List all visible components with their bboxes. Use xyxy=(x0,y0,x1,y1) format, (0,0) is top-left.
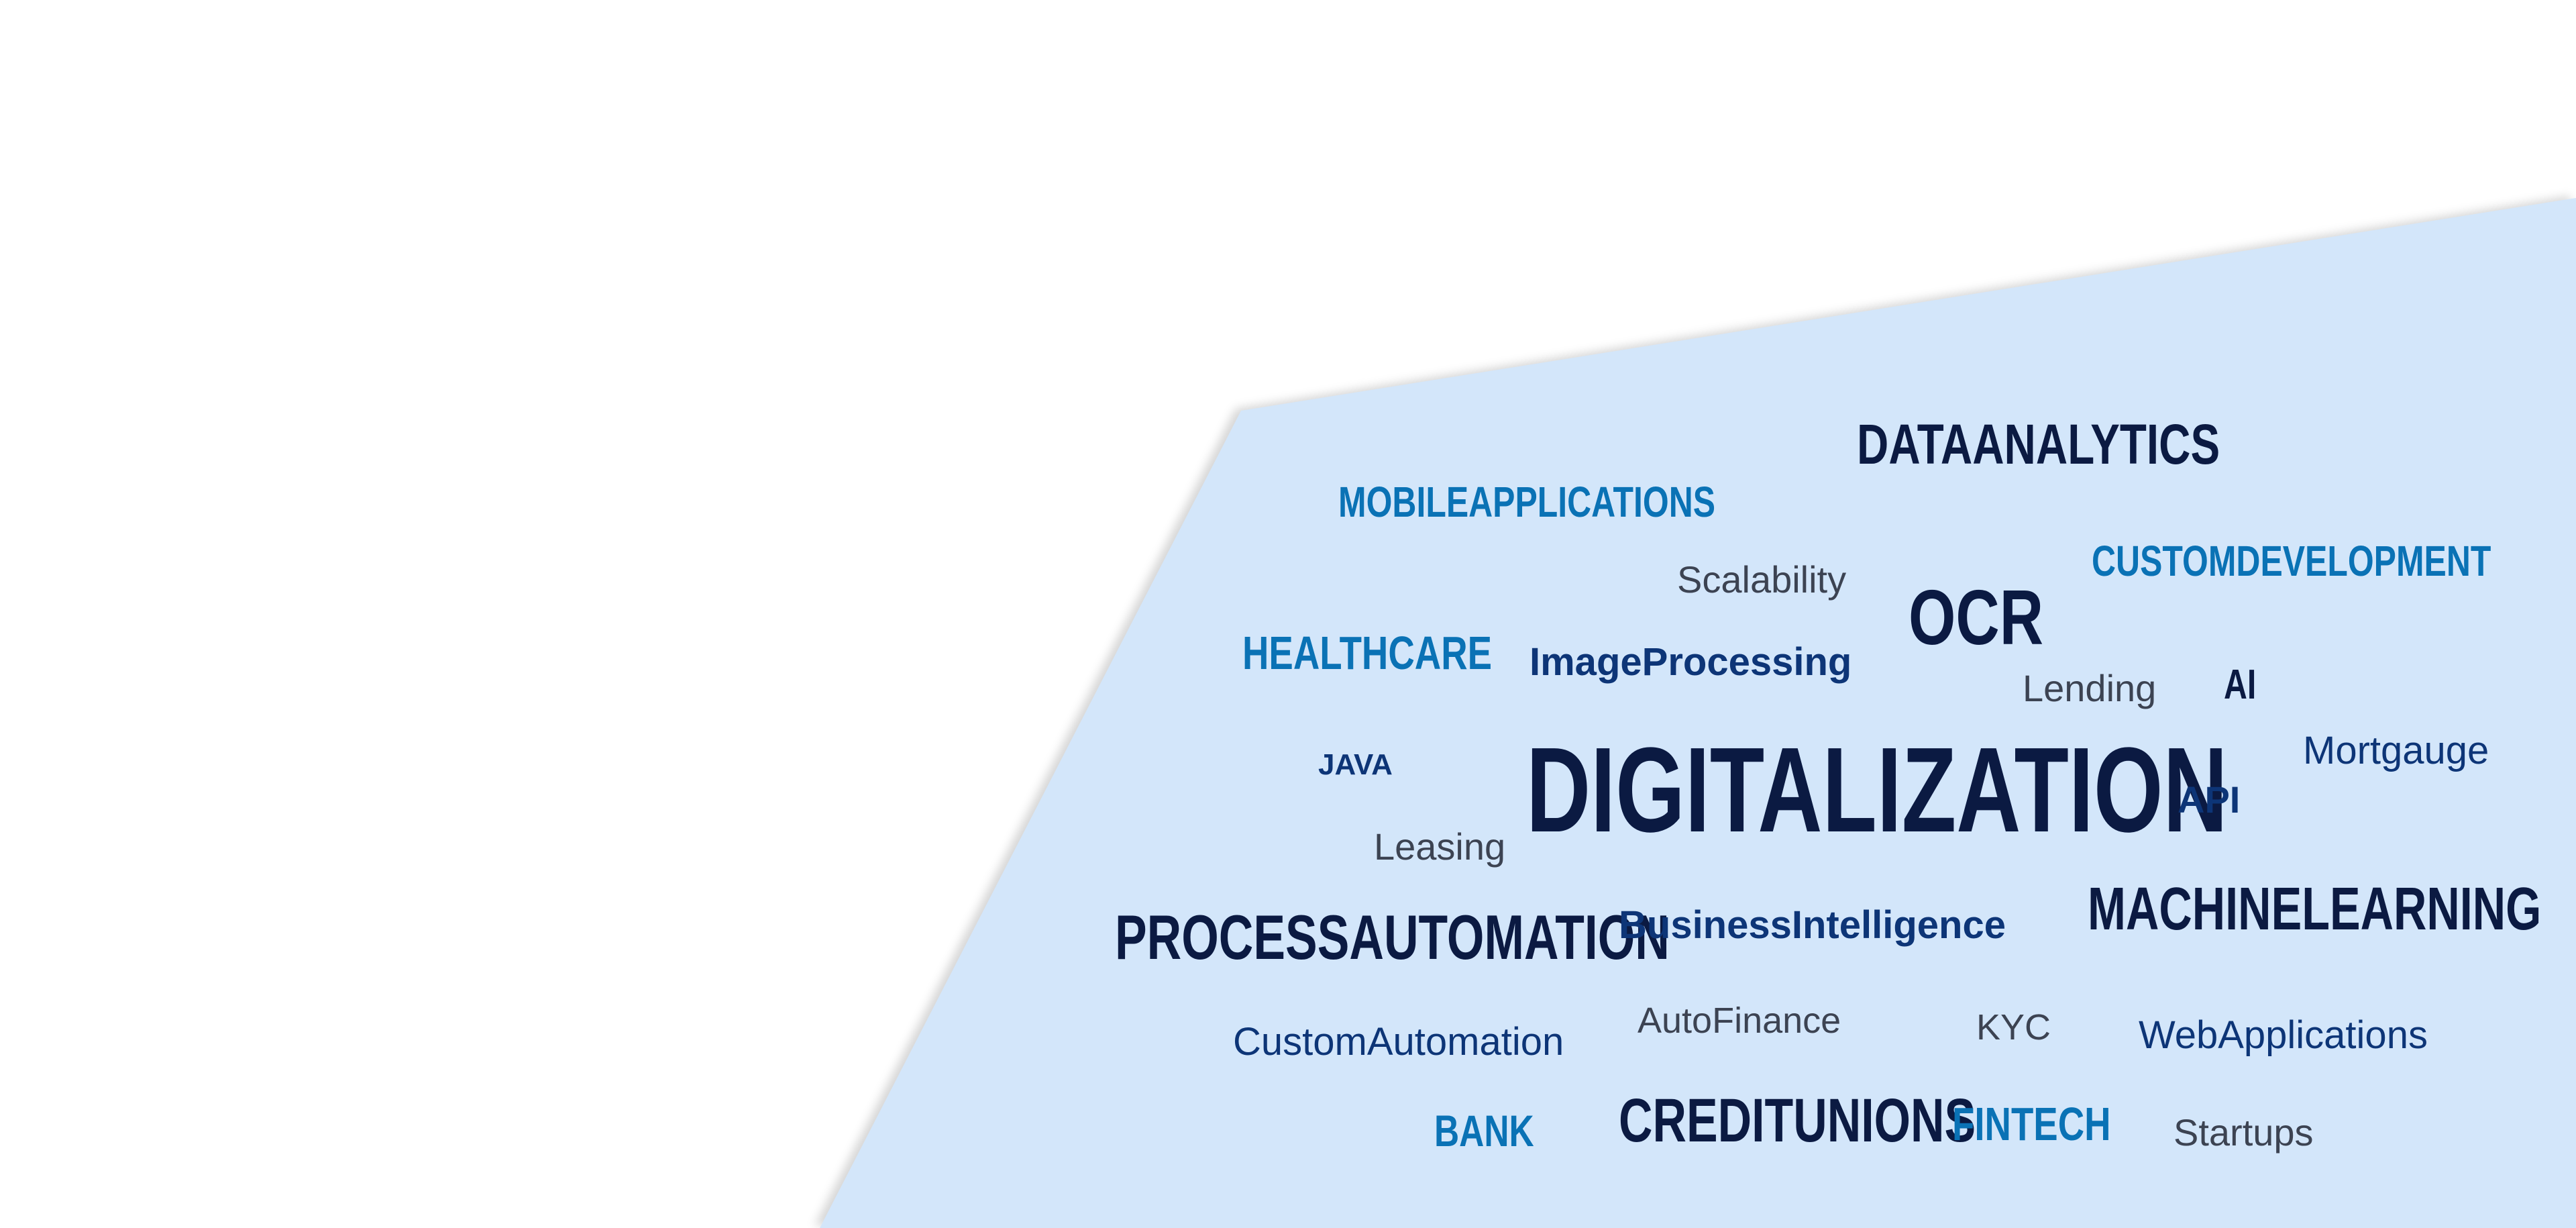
word-kyc: KYC xyxy=(1976,1007,2051,1047)
word-processautomation: PROCESSAUTOMATION xyxy=(1115,902,1670,972)
word-creditunions: CREDITUNIONS xyxy=(1619,1086,1976,1155)
word-java: JAVA xyxy=(1318,748,1393,781)
word-autofinance: AutoFinance xyxy=(1638,1001,1841,1041)
word-customdevelopment: CUSTOMDEVELOPMENT xyxy=(2092,537,2491,585)
word-bank: BANK xyxy=(1434,1106,1534,1156)
word-healthcare: HEALTHCARE xyxy=(1242,627,1493,679)
word-fintech: FINTECH xyxy=(1952,1098,2111,1150)
word-api: API xyxy=(2178,778,2241,821)
word-machinelearning: MACHINELEARNING xyxy=(2088,876,2542,943)
word-dataanalytics: DATAANALYTICS xyxy=(1857,413,2220,476)
word-webapplications: WebApplications xyxy=(2139,1013,2428,1057)
word-digitalization: DIGITALIZATION xyxy=(1526,723,2228,858)
word-lending: Lending xyxy=(2023,667,2157,709)
word-startups: Startups xyxy=(2174,1111,2314,1154)
word-scalability: Scalability xyxy=(1677,558,1847,601)
word-mortgauge: Mortgauge xyxy=(2303,729,2489,772)
word-ocr: OCR xyxy=(1909,574,2044,661)
word-ai: AI xyxy=(2224,662,2257,708)
word-mobileapplications: MOBILEAPPLICATIONS xyxy=(1338,478,1716,526)
word-leasing: Leasing xyxy=(1374,825,1506,868)
word-businessintelligence: BusinessIntelligence xyxy=(1619,903,2006,947)
word-customautomation: CustomAutomation xyxy=(1233,1020,1564,1064)
word-imageprocessing: ImageProcessing xyxy=(1529,640,1852,684)
